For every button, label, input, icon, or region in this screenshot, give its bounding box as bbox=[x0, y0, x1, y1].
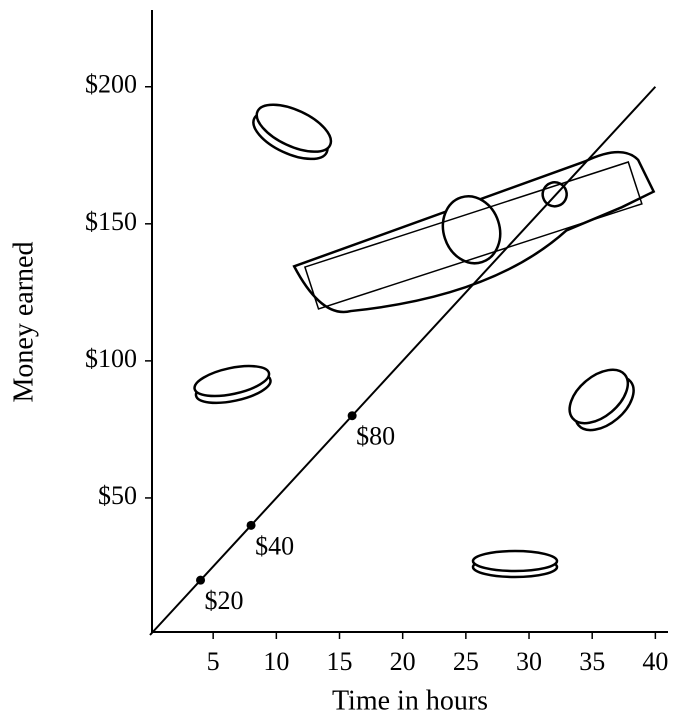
point bbox=[196, 575, 206, 585]
y-tick-label: $50 bbox=[98, 481, 137, 510]
data-label: $20 bbox=[205, 586, 244, 615]
x-tick-label: 40 bbox=[642, 647, 668, 676]
x-axis-label: Time in hours bbox=[332, 685, 488, 716]
x-tick-label: 10 bbox=[263, 647, 289, 676]
coin-face bbox=[568, 368, 630, 425]
y-tick-label: $200 bbox=[85, 70, 137, 99]
y-tick-label: $150 bbox=[85, 207, 137, 236]
line bbox=[149, 86, 657, 636]
bill-border bbox=[303, 161, 643, 310]
data-label: $40 bbox=[255, 531, 294, 560]
x-tick-label: 35 bbox=[579, 647, 605, 676]
x-tick-label: 5 bbox=[207, 647, 220, 676]
y-axis-label: Money earned bbox=[8, 242, 39, 403]
point bbox=[347, 411, 357, 421]
coin-face bbox=[255, 103, 333, 153]
bill-portrait bbox=[441, 195, 502, 265]
x-tick-label: 15 bbox=[327, 647, 353, 676]
coin-face bbox=[471, 549, 559, 573]
decoration bbox=[193, 103, 656, 579]
x-tick-label: 20 bbox=[390, 647, 416, 676]
data-label: $80 bbox=[356, 422, 395, 451]
y-tick-label: $100 bbox=[85, 344, 137, 373]
x-tick-label: 25 bbox=[453, 647, 479, 676]
point bbox=[246, 520, 256, 530]
coin-face bbox=[193, 364, 271, 398]
x-tick-label: 30 bbox=[516, 647, 542, 676]
